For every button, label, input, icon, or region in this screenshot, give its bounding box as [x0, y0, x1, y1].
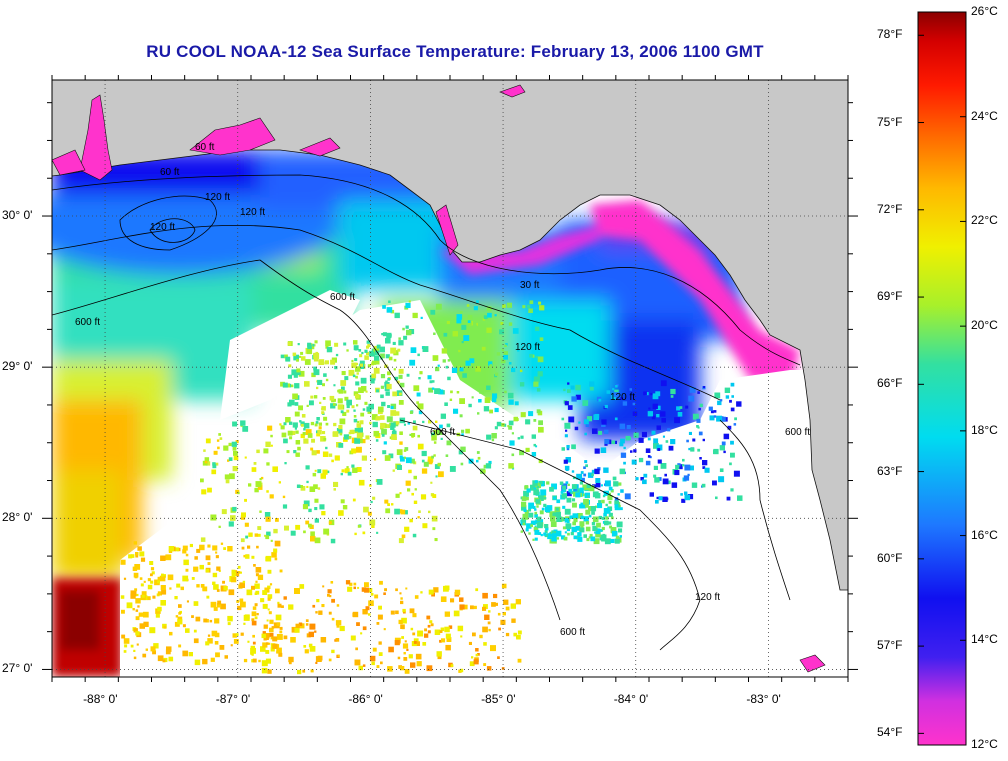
tick-marks: [42, 75, 858, 682]
colorbar-fahrenheit-label: 54°F: [877, 725, 903, 740]
colorbar-fahrenheit-label: 57°F: [877, 638, 903, 653]
contour-label: 120 ft: [205, 192, 230, 203]
cloud-mask: [120, 290, 848, 677]
contour-label: 600 ft: [75, 317, 100, 328]
colorbar-fahrenheit-label: 78°F: [877, 27, 903, 42]
colorbar-celsius-label: 22°C: [971, 213, 998, 228]
colorbar-celsius-label: 16°C: [971, 527, 998, 542]
colorbar-celsius-label: 18°C: [971, 422, 998, 437]
colorbar-celsius-label: 26°C: [971, 4, 998, 18]
grid-lines: [52, 80, 848, 677]
contour-label: 120 ft: [695, 592, 720, 603]
contour-label: 120 ft: [610, 392, 635, 403]
contour-label: 60 ft: [195, 142, 215, 153]
contour-label: 120 ft: [515, 342, 540, 353]
contour-labels: 60 ft 60 ft 120 ft 120 ft 120 ft 600 ft 600 ft…: [75, 142, 810, 638]
map-canvas: 60 ft 60 ft 120 ft 120 ft 120 ft 600 ft 600 ft…: [52, 80, 848, 677]
colorbar-fahrenheit-label: 75°F: [877, 114, 903, 129]
lon-tick-label: -88° 0': [83, 692, 118, 706]
colorbar-fahrenheit-label: 66°F: [877, 376, 903, 391]
contour-label: 30 ft: [520, 280, 540, 291]
colorbar: [917, 11, 967, 746]
contour-label: 600 ft: [330, 292, 355, 303]
lon-tick-label: -87° 0': [215, 692, 251, 706]
lon-tick-label: -86° 0': [348, 692, 383, 706]
contours: [52, 174, 801, 651]
lat-tick-label: 30° 0': [2, 208, 33, 223]
contour-label: 60 ft: [160, 167, 180, 178]
lon-tick-label: -83° 0': [746, 692, 781, 706]
lon-tick-label: -84° 0': [613, 692, 649, 706]
colorbar-fahrenheit-label: 72°F: [877, 201, 903, 216]
sst-speckle: [120, 300, 743, 675]
colorbar-fahrenheit-label: 60°F: [877, 550, 903, 565]
colorbar-celsius-label: 14°C: [971, 632, 998, 647]
colorbar-celsius-label: 12°C: [971, 737, 998, 751]
contour-label: 120 ft: [150, 222, 175, 233]
lon-tick-label: -85° 0': [481, 692, 516, 706]
colorbar-fahrenheit-label: 69°F: [877, 289, 903, 304]
contour-label: 120 ft: [240, 207, 265, 218]
lat-tick-label: 28° 0': [2, 510, 33, 525]
colorbar-fahrenheit-label: 63°F: [877, 463, 903, 478]
lat-tick-label: 27° 0': [2, 661, 33, 676]
colorbar-celsius-label: 24°C: [971, 108, 998, 123]
contour-label: 600 ft: [430, 427, 455, 438]
contour-label: 600 ft: [560, 627, 585, 638]
map-title: RU COOL NOAA-12 Sea Surface Temperature:…: [146, 42, 764, 61]
colorbar-celsius-label: 20°C: [971, 318, 998, 333]
contour-label: 600 ft: [785, 427, 810, 438]
lat-tick-label: 29° 0': [2, 359, 33, 374]
